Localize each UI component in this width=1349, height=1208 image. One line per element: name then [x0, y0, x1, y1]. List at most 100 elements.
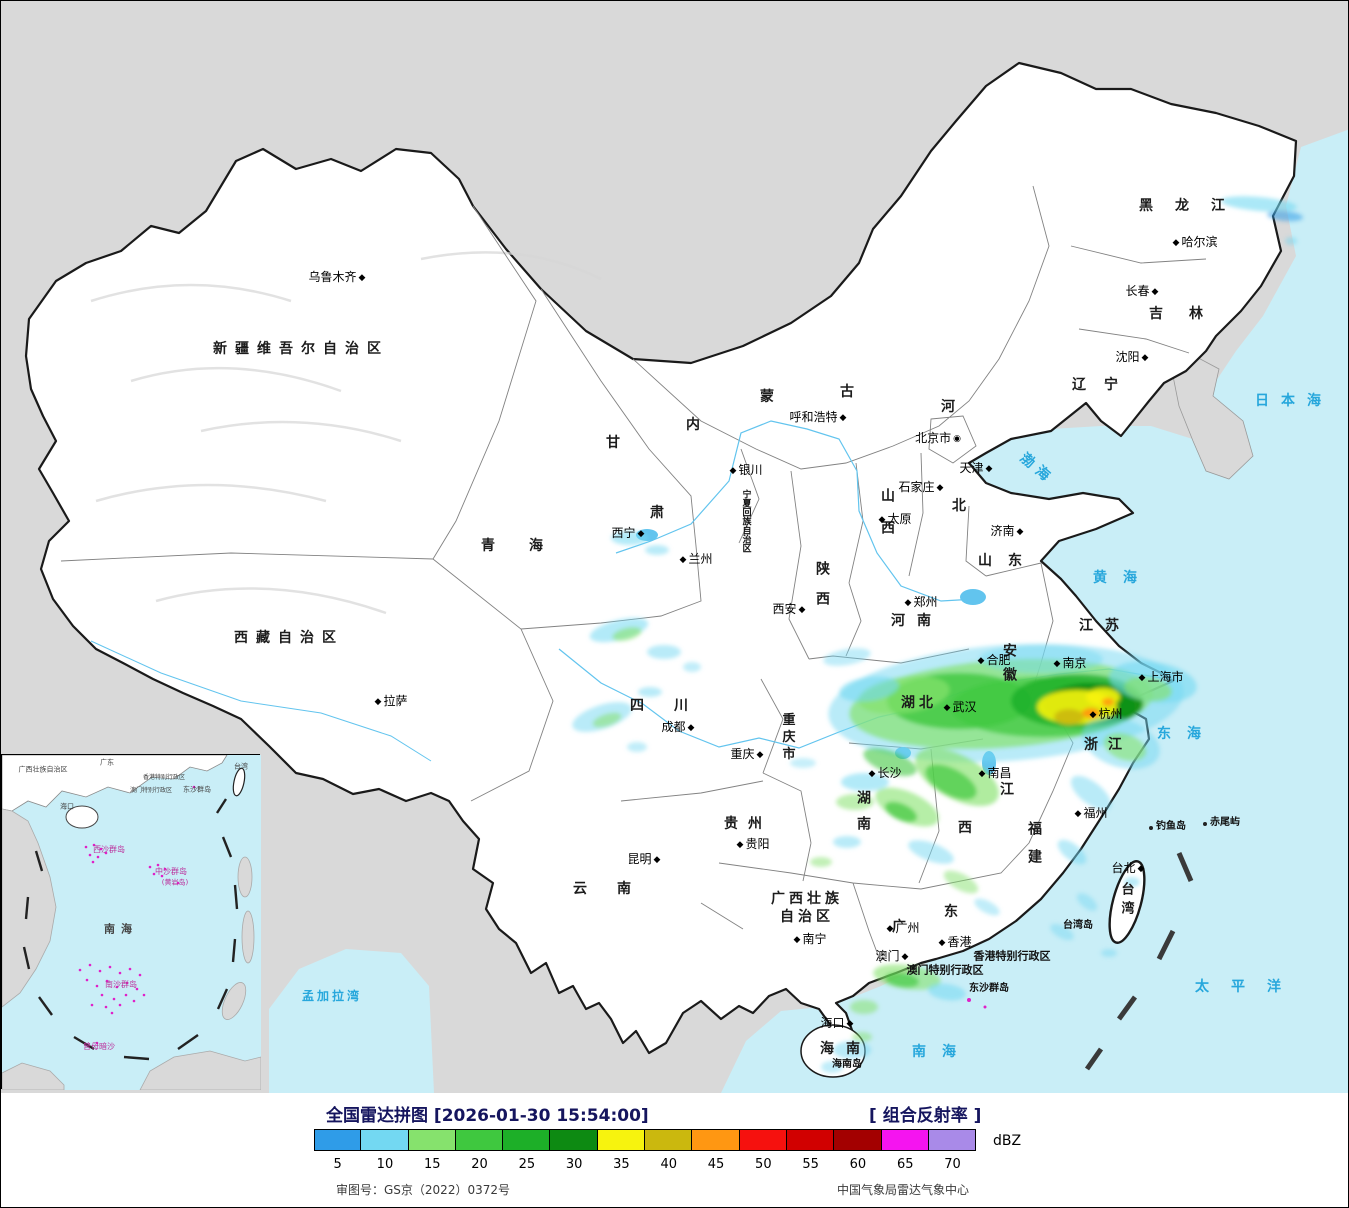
scale-value: 40	[660, 1157, 677, 1172]
radar-echo	[1124, 676, 1172, 702]
radar-echo	[1102, 698, 1114, 706]
radar-echo	[638, 687, 662, 697]
radar-echo	[863, 747, 917, 777]
inset-nine-dash-line	[22, 798, 239, 1061]
scale-cell: 40	[645, 1129, 693, 1172]
scale-value: 45	[707, 1157, 725, 1172]
scale-cell: 45	[692, 1129, 740, 1172]
scale-value: 30	[565, 1157, 583, 1172]
inset-hainan	[65, 805, 99, 829]
scale-value: 20	[471, 1157, 488, 1172]
radar-echo	[1050, 923, 1074, 941]
inset-island-dots	[78, 785, 196, 1045]
radar-echo	[627, 742, 647, 752]
issuing-agency: 中国气象局雷达气象中心	[837, 1183, 970, 1197]
radar-echo	[810, 857, 832, 867]
radar-echo	[928, 983, 966, 1001]
radar-echo	[1124, 877, 1140, 887]
scale-value: 35	[613, 1157, 630, 1172]
inset-svg	[1, 754, 262, 1091]
scale-swatch-55	[786, 1129, 835, 1151]
scale-cell: 70	[928, 1129, 977, 1172]
scale-value: 55	[802, 1157, 819, 1172]
radar-echo	[833, 1041, 871, 1059]
sea-bay-of-bengal	[269, 949, 434, 1093]
scale-value: 70	[944, 1157, 961, 1172]
radar-echo	[683, 662, 701, 672]
product-label: [ 组合反射率 ]	[869, 1106, 982, 1126]
china-radar-map: 新疆维吾尔自治区 西藏自治区 青海甘肃内蒙古黑龙江 吉林 辽宁河北山西 山东 陕西 河南 安徽江…	[1, 1, 1348, 1093]
tibet-river	[90, 640, 432, 762]
legend-panel: 全国雷达拼图 [2026-01-30 15:54:00] [ 组合反射率 ] 5…	[1, 1093, 1348, 1207]
scale-cell: 25	[503, 1129, 551, 1172]
scale-cell: 60	[834, 1129, 882, 1172]
radar-echo	[885, 801, 917, 823]
radar-echo	[592, 712, 622, 728]
radar-echo	[1267, 210, 1303, 222]
radar-echo	[852, 1032, 872, 1042]
inset-taiwan	[232, 767, 246, 797]
scale-swatch-25	[503, 1129, 551, 1151]
scale-swatch-45	[692, 1129, 740, 1151]
scale-cell: 35	[597, 1129, 646, 1172]
unit-label: dBZ	[993, 1133, 1022, 1149]
scale-swatch-30	[550, 1129, 598, 1151]
scale-swatch-50	[739, 1129, 787, 1151]
radar-echo	[647, 645, 681, 659]
radar-echo	[974, 898, 1000, 916]
radar-echo	[645, 545, 669, 555]
radar-echo	[885, 972, 919, 988]
island-dots-main	[967, 998, 987, 1009]
scale-value: 25	[518, 1157, 536, 1172]
inset-philippines	[221, 856, 255, 1020]
reflectivity-scale-bar: 5 10 15 20 25 30 35 40 45 50 55 60 65 70	[314, 1129, 977, 1172]
radar-echo	[611, 531, 649, 545]
radar-echo	[790, 758, 816, 768]
radar-echo	[1082, 708, 1100, 718]
radar-echo	[925, 764, 977, 800]
inset-mainland	[1, 754, 228, 812]
scale-swatch-65	[881, 1129, 929, 1151]
radar-echo	[1101, 949, 1117, 957]
radar-echo	[823, 648, 871, 666]
radar-echo	[908, 840, 954, 864]
radar-echo	[612, 627, 642, 641]
scale-value: 10	[376, 1157, 394, 1172]
korea-land	[1172, 352, 1254, 480]
radar-echo	[836, 794, 874, 810]
map-title: 全国雷达拼图 [2026-01-30 15:54:00]	[326, 1106, 649, 1126]
scale-cell: 65	[881, 1129, 929, 1172]
scale-cell: 10	[361, 1129, 409, 1172]
radar-echo	[841, 773, 889, 791]
radar-echo	[589, 617, 649, 643]
radar-echo	[1285, 237, 1297, 245]
radar-echo	[943, 870, 979, 894]
sea-east	[721, 129, 1348, 1093]
map-approval-number: 审图号：GS京（2022）0372号	[336, 1183, 510, 1197]
scale-value: 15	[423, 1157, 441, 1172]
radar-echo	[821, 1061, 843, 1073]
scale-cell: 20	[455, 1129, 504, 1172]
scale-swatch-40	[645, 1129, 693, 1151]
inset-vietnam	[1, 808, 57, 1008]
scale-swatch-70	[928, 1129, 977, 1151]
radar-echo	[979, 645, 1103, 673]
scale-swatch-60	[834, 1129, 882, 1151]
scale-cell: 15	[408, 1129, 456, 1172]
scale-cell: 5	[314, 1129, 362, 1172]
scale-swatch-5	[314, 1129, 362, 1151]
scale-value: 5	[333, 1157, 342, 1172]
radar-echo-layer	[572, 196, 1303, 1073]
south-china-sea-inset	[1, 754, 262, 1091]
radar-echo	[833, 836, 861, 848]
radar-echo	[1070, 775, 1112, 811]
scale-cell: 50	[739, 1129, 787, 1172]
scale-value: 50	[755, 1157, 772, 1172]
scale-cell: 30	[550, 1129, 598, 1172]
radar-echo	[850, 1000, 878, 1014]
terrain-shading	[90, 251, 602, 615]
scale-cell: 55	[786, 1129, 835, 1172]
radar-echo	[839, 676, 899, 702]
radar-echo	[1057, 839, 1087, 865]
